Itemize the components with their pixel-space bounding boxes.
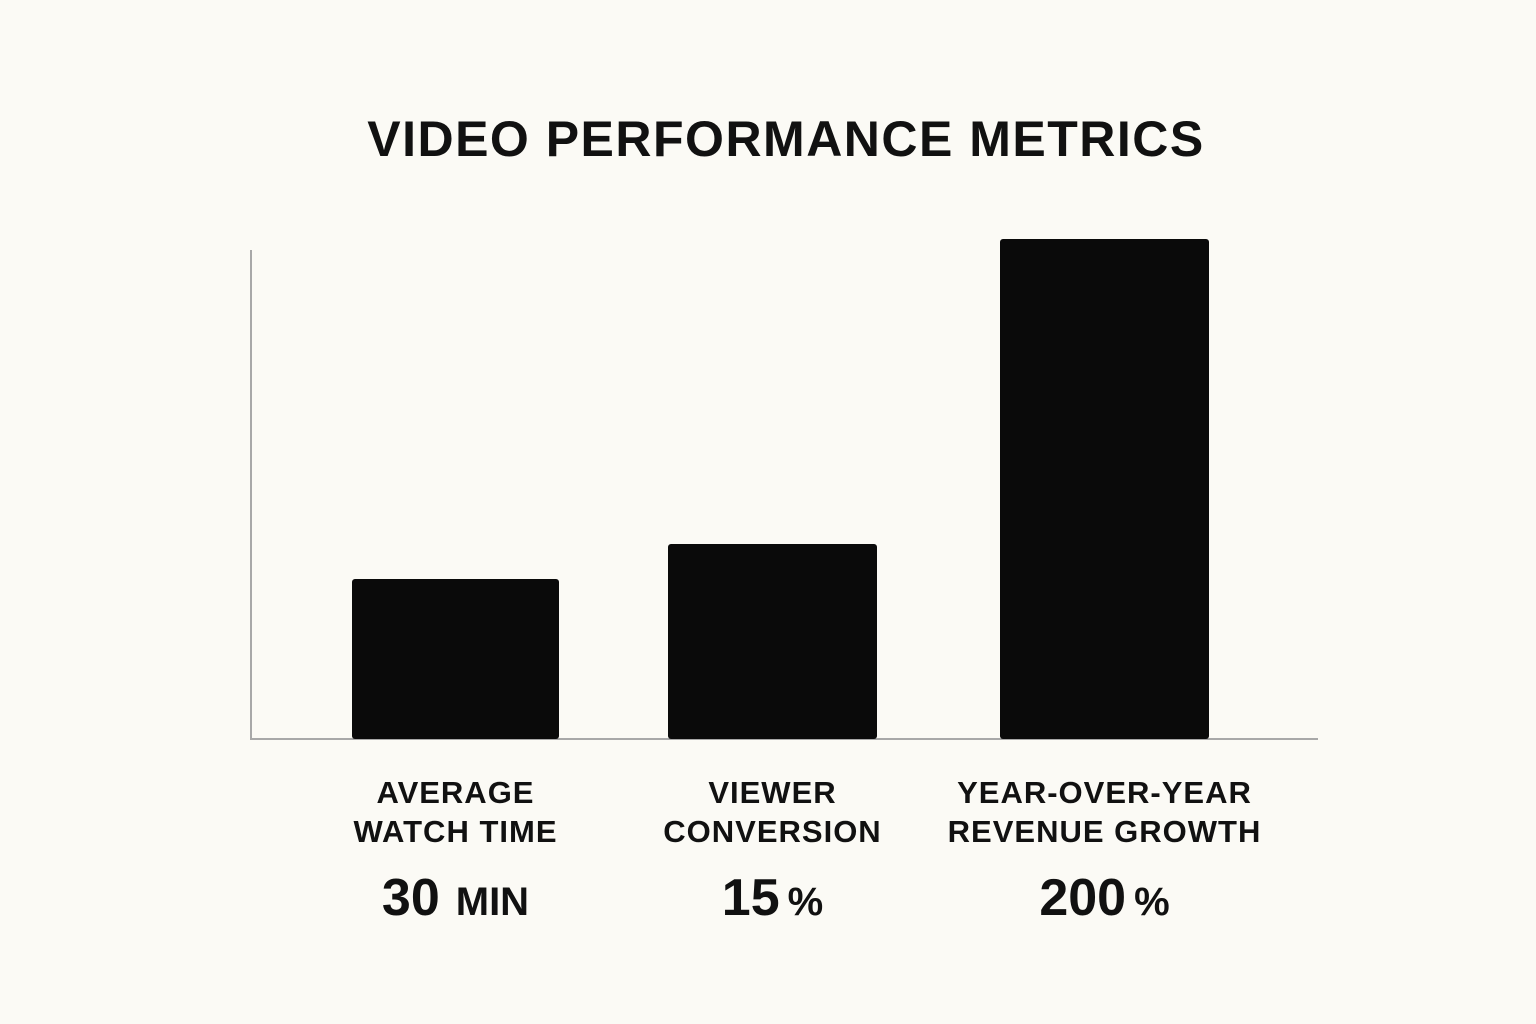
value-label-3: 200%	[1039, 869, 1169, 927]
category-label-1-line-2: WATCH TIME	[353, 814, 557, 849]
value-labels: 30 MIN 15% 200%	[382, 869, 1170, 927]
bar-1	[352, 579, 559, 739]
chart-title: VIDEO PERFORMANCE METRICS	[367, 111, 1205, 167]
bar-2	[668, 544, 877, 739]
category-label-2-line-2: CONVERSION	[663, 814, 881, 849]
category-labels: AVERAGE WATCH TIME VIEWER CONVERSION YEAR-OV…	[353, 775, 1262, 849]
value-unit-2: %	[788, 880, 824, 924]
bars	[352, 239, 1209, 739]
bar-3	[1000, 239, 1209, 739]
category-label-1-line-1: AVERAGE	[376, 775, 534, 810]
category-label-2-line-1: VIEWER	[708, 775, 836, 810]
value-number-3: 200	[1039, 869, 1126, 927]
value-number-2: 15	[722, 869, 780, 927]
value-label-2: 15%	[722, 869, 823, 927]
category-label-3-line-2: REVENUE GROWTH	[948, 814, 1262, 849]
value-label-1: 30 MIN	[382, 869, 529, 927]
category-label-3-line-1: YEAR-OVER-YEAR	[957, 775, 1252, 810]
value-unit-3: %	[1134, 880, 1170, 924]
value-number-1: 30	[382, 869, 440, 927]
value-unit-1: MIN	[456, 880, 529, 924]
